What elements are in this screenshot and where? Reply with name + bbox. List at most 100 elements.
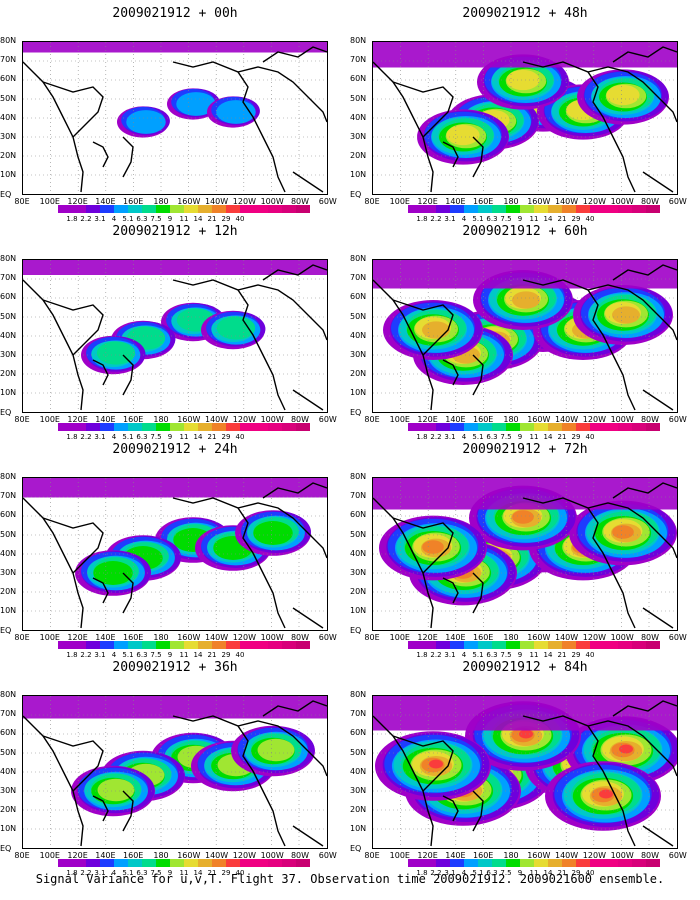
coastline	[472, 354, 484, 396]
colorbar-swatch	[408, 205, 422, 213]
colorbar-label: 14	[543, 433, 553, 441]
latitude-label: 70N	[0, 709, 17, 719]
latitude-label: EQ	[0, 407, 12, 417]
latitude-label: EQ	[0, 843, 12, 853]
longitude-label: 140E	[445, 633, 466, 642]
variance-contour	[253, 521, 293, 545]
latitude-label: 80N	[350, 472, 367, 481]
colorbar-label: 2.2	[430, 433, 442, 441]
colorbar-swatch	[170, 205, 184, 213]
variance-contour	[216, 316, 256, 340]
map-panel: 2009021912 + 60h 80N 70N 60N 50N 40N 30N 20N 10N…	[350, 218, 700, 441]
longitude-label: 160W	[177, 851, 201, 860]
colorbar-swatch	[212, 423, 226, 431]
colorbar-swatch	[296, 423, 310, 431]
longitude-label: 100E	[389, 851, 410, 860]
coastline	[522, 715, 636, 847]
coastline	[122, 572, 134, 614]
longitude-label: 140W	[205, 633, 229, 642]
variance-contour	[176, 92, 216, 116]
latitude-label: 10N	[350, 388, 367, 398]
colorbar-label: 2.2	[80, 869, 92, 877]
colorbar-swatch	[492, 641, 506, 649]
colorbar-swatch	[492, 205, 506, 213]
colorbar-swatch	[464, 205, 478, 213]
latitude-label: 50N	[0, 747, 17, 757]
colorbar-label: 4	[111, 651, 117, 659]
latitude-label: 80N	[350, 36, 367, 45]
colorbar-swatch	[128, 205, 142, 213]
latitude-label: 20N	[350, 805, 367, 815]
colorbar-swatch	[478, 423, 492, 431]
coastline	[587, 66, 677, 123]
variance-contour	[506, 69, 540, 91]
longitude-label: 140E	[445, 851, 466, 860]
longitude-label: 160W	[527, 633, 551, 642]
variance-band	[373, 478, 677, 510]
latitude-label: 60N	[0, 728, 17, 738]
coastline	[472, 790, 484, 832]
longitude-label: 180	[153, 851, 169, 860]
coastline	[472, 136, 484, 178]
longitude-label: 140W	[205, 851, 229, 860]
longitude-label: 120W	[232, 851, 256, 860]
longitude-label: 80E	[364, 415, 380, 424]
colorbar-label: 11	[179, 869, 189, 877]
coastline	[92, 795, 109, 822]
variance-contour	[606, 84, 640, 106]
colorbar-swatch	[114, 859, 128, 867]
colorbar-swatch	[422, 641, 436, 649]
colorbar-label: 3.1	[444, 215, 456, 223]
latitude-label: 20N	[0, 805, 17, 815]
map-panel: 2009021912 + 24h 80N 70N 60N 50N 40N 30N 20N 10N…	[0, 436, 350, 659]
colorbar-swatch	[604, 641, 618, 649]
latitude-label: 80N	[0, 472, 17, 481]
coastline	[42, 735, 104, 792]
latitude-label: 20N	[0, 587, 17, 597]
colorbar-swatch	[156, 423, 170, 431]
panel-title: 2009021912 + 36h	[112, 660, 238, 675]
colorbar-label: 29	[221, 433, 231, 441]
longitude-label: 120W	[582, 197, 606, 206]
map-plot-area	[372, 259, 678, 413]
longitude-label: 160W	[527, 197, 551, 206]
longitude-label: 120W	[582, 415, 606, 424]
latitude-label: 30N	[0, 568, 17, 577]
coastline	[262, 700, 327, 717]
latitude-label: 50N	[0, 529, 17, 539]
coastline	[522, 61, 636, 193]
latitude-label: 60N	[0, 510, 17, 520]
colorbar-label: 6.3	[136, 215, 148, 223]
colorbar-label: 5.1	[122, 651, 134, 659]
colorbar-swatch	[254, 423, 268, 431]
coastline	[23, 61, 84, 193]
variance-band	[23, 260, 327, 275]
longitude-label: 80W	[640, 633, 660, 642]
longitude-label: 180	[503, 633, 519, 642]
colorbar-swatch	[520, 205, 534, 213]
latitude-label: 30N	[350, 786, 367, 795]
colorbar-swatch	[548, 859, 562, 867]
latitude-label: 40N	[0, 766, 17, 776]
colorbar-swatch	[184, 859, 198, 867]
map-panel: 2009021912 + 48h 80N 70N 60N 50N 40N 30N 20N 10N…	[350, 0, 700, 223]
colorbar-label: 6.3	[486, 869, 498, 877]
colorbar-swatch	[240, 205, 254, 213]
colorbar-swatch	[282, 859, 296, 867]
colorbar-label: 14	[193, 433, 203, 441]
longitude-label: 100W	[260, 633, 284, 642]
longitude-label: 80E	[364, 633, 380, 642]
colorbar-swatch	[212, 859, 226, 867]
colorbar-swatch	[604, 205, 618, 213]
latitude-label: 70N	[0, 491, 17, 501]
latitude-label: 20N	[350, 151, 367, 161]
colorbar-swatch	[212, 205, 226, 213]
colorbar-label: 2.2	[80, 651, 92, 659]
variance-map	[373, 696, 677, 848]
colorbar-swatch	[114, 205, 128, 213]
colorbar-swatch	[282, 423, 296, 431]
colorbar-swatch	[296, 641, 310, 649]
longitude-label: 160E	[473, 415, 494, 424]
longitude-label: 100W	[260, 415, 284, 424]
longitude-label: 60W	[668, 197, 687, 206]
